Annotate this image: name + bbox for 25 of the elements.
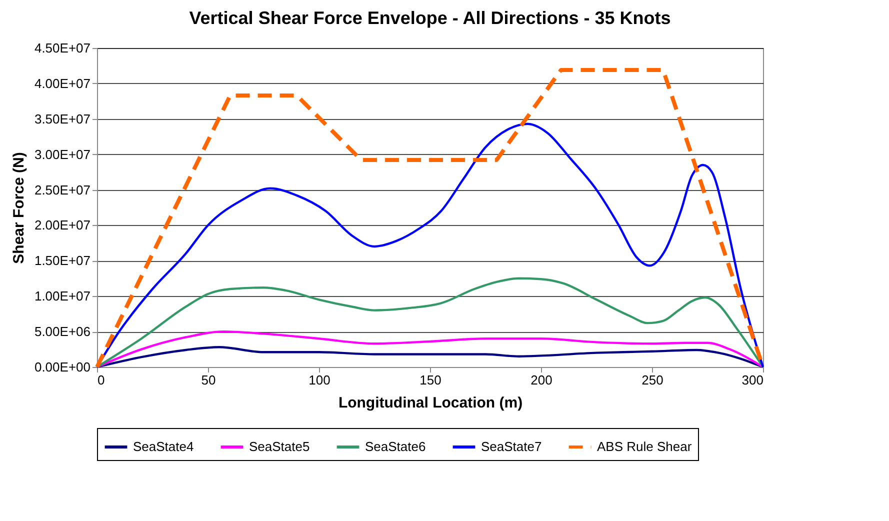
- y-tick-label: 2.00E+07: [34, 218, 90, 233]
- y-tick-label: 3.50E+07: [34, 111, 90, 126]
- y-tick-label: 0.00E+00: [34, 360, 90, 374]
- y-tick-label: 1.00E+07: [34, 288, 90, 304]
- x-axis-title: Longitudinal Location (m): [338, 394, 523, 412]
- x-tick-label: 150: [420, 372, 442, 388]
- chart-title: Vertical Shear Force Envelope - All Directions - 35 Knots: [189, 8, 671, 28]
- legend-label: SeaState4: [133, 439, 194, 454]
- y-tick-label: 4.50E+07: [34, 40, 90, 56]
- legend-label: SeaState5: [249, 439, 310, 454]
- legend-label: SeaState6: [365, 439, 426, 454]
- y-tick-label: 2.50E+07: [34, 182, 90, 198]
- y-tick-label: 1.50E+07: [34, 253, 90, 268]
- legend-label: ABS Rule Shear: [597, 439, 692, 454]
- x-tick-label: 0: [98, 372, 105, 388]
- x-tick-label: 200: [530, 372, 552, 388]
- x-tick-label: 250: [642, 372, 664, 388]
- y-axis-title: Shear Force (N): [10, 152, 28, 264]
- x-tick-label: 50: [201, 372, 216, 388]
- y-tick-label: 4.00E+07: [34, 76, 90, 91]
- legend-label: SeaState7: [481, 439, 542, 454]
- y-tick-label: 3.00E+07: [34, 146, 90, 162]
- x-tick-label: 100: [308, 372, 330, 388]
- x-tick-label: 300: [742, 372, 764, 388]
- y-tick-label: 5.00E+06: [34, 324, 90, 340]
